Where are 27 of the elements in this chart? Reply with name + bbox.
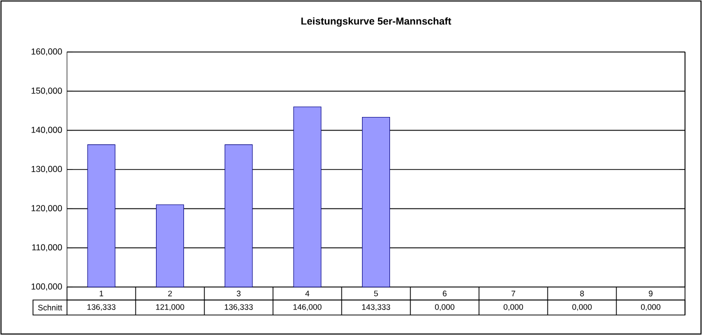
data-label: 136,333	[224, 304, 253, 311]
y-tick-label: 140,000	[32, 126, 62, 134]
data-label: 121,000	[156, 304, 184, 311]
data-label: 143,333	[362, 304, 390, 311]
x-tick-label: 4	[305, 290, 310, 296]
x-tick-label: 2	[168, 290, 172, 296]
y-tick-label: 150,000	[32, 88, 62, 95]
chart-title: Leistungskurve 5er-Mannschaft	[301, 17, 452, 27]
data-label: 136,333	[87, 304, 116, 311]
x-tick-label: 5	[374, 290, 378, 296]
y-tick-label: 130,000	[32, 166, 62, 174]
x-tick-label: 3	[236, 290, 241, 296]
x-tick-label: 8	[580, 290, 584, 296]
text: 0,000	[504, 304, 524, 311]
text: 0,000	[640, 304, 660, 311]
x-tick-label: 9	[648, 290, 653, 296]
x-tick-label: 1	[100, 290, 104, 296]
x-tick-label: 6	[442, 290, 447, 296]
text: 0,000	[572, 304, 592, 311]
text: 0,000	[434, 304, 454, 311]
x-tick-label: 7	[512, 290, 516, 296]
y-tick-label: 120,000	[32, 205, 62, 212]
y-tick-label: 160,000	[32, 48, 62, 56]
text: Schnitt	[38, 304, 62, 310]
y-tick-label: 110,000	[32, 244, 62, 252]
data-label: 146,000	[293, 304, 322, 311]
y-tick-label: 100,000	[32, 283, 62, 291]
